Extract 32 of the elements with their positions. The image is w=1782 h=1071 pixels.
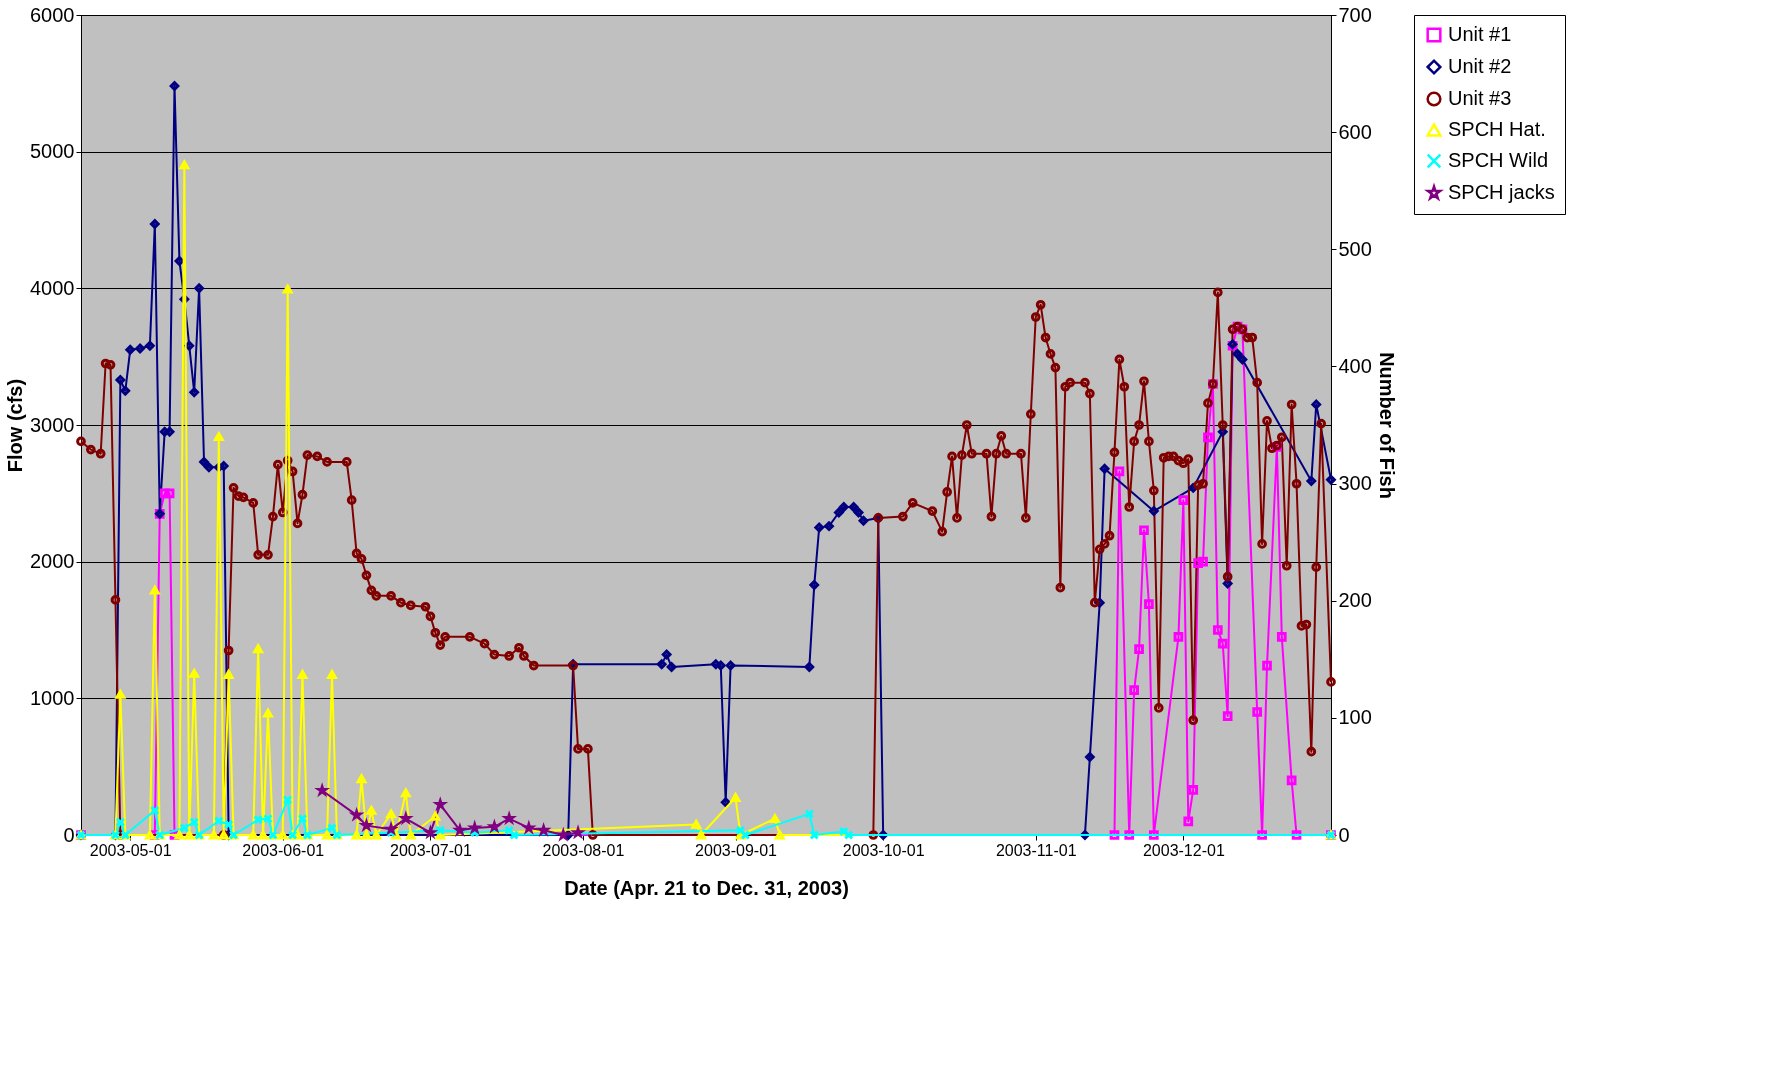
y-tick-label: 4000 [30,276,75,299]
x-tick-label: 2003-07-01 [389,841,472,859]
y2-tick-label: 400 [1338,354,1372,377]
x-tick-label: 2003-12-01 [1142,841,1225,859]
y2-tick-label: 100 [1338,706,1372,729]
x-tick-label: 2003-11-01 [995,841,1077,859]
y-tick-label: 6000 [30,3,75,26]
y-tick-label: 5000 [30,140,75,163]
y2-tick-label: 200 [1338,589,1372,612]
y-axis-title: Flow (cfs) [4,378,27,473]
y2-tick-label: 0 [1338,823,1350,846]
x-tick-label: 2003-05-01 [89,841,172,859]
legend-label: SPCH Hat. [1448,118,1546,140]
y2-tick-label: 500 [1338,237,1372,260]
y-tick-label: 3000 [30,413,75,436]
y-tick-label: 1000 [30,686,75,709]
legend-label: Unit #3 [1448,87,1512,109]
y2-tick-label: 700 [1338,3,1372,26]
x-tick-label: 2003-10-01 [842,841,925,859]
x-tick-label: 2003-09-01 [695,841,778,859]
y2-tick-label: 300 [1338,472,1372,495]
x-tick-label: 2003-06-01 [242,841,325,859]
legend-label: Unit #2 [1448,55,1512,77]
legend-label: Unit #1 [1448,23,1512,45]
x-axis-title: Date (Apr. 21 to Dec. 31, 2003) [564,876,849,899]
legend-label: SPCH jacks [1448,181,1555,203]
y-tick-label: 0 [63,823,75,846]
y2-tick-label: 600 [1338,120,1372,143]
y2-axis-title: Number of Fish [1375,352,1398,499]
legend-label: SPCH Wild [1448,149,1549,171]
y-tick-label: 2000 [30,550,75,573]
x-tick-label: 2003-08-01 [542,841,625,859]
